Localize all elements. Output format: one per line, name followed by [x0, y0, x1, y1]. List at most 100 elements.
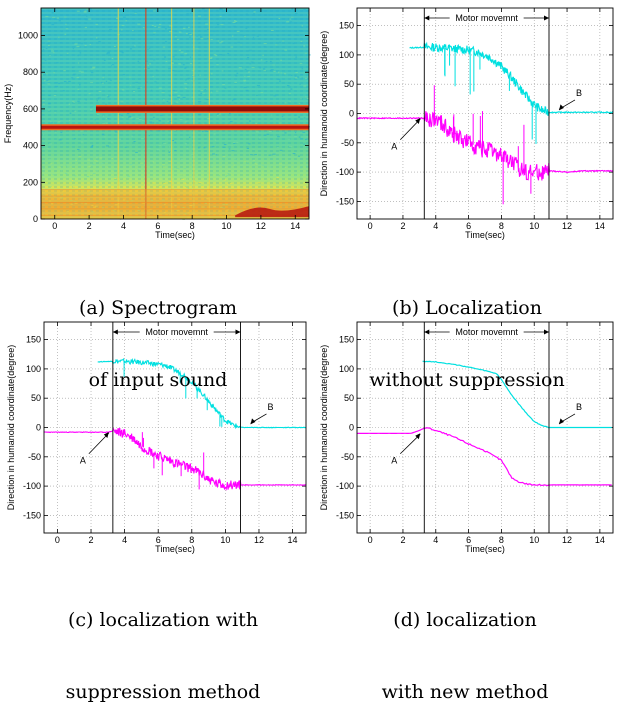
spectrogram-texture [147, 67, 150, 69]
spectrogram-texture [169, 10, 172, 12]
spectrogram-texture [174, 91, 178, 93]
spectrogram-texture [196, 39, 199, 41]
spectrogram-texture [286, 14, 289, 16]
spectrogram-texture [134, 193, 137, 195]
spectrogram-texture [177, 97, 180, 99]
spectrogram-texture [227, 173, 230, 175]
spectrogram-texture [44, 194, 46, 196]
spectrogram-texture [168, 160, 172, 162]
spectrogram-texture [203, 144, 207, 146]
x-tick-label: 0 [55, 535, 60, 545]
spectrogram-texture [91, 144, 94, 146]
spectrogram-texture [161, 190, 163, 192]
spectrogram-texture [126, 183, 129, 185]
spectrogram-texture [176, 209, 178, 211]
spectrogram-texture [96, 113, 100, 115]
spectrogram-texture [244, 76, 246, 78]
spectrogram-texture [187, 77, 191, 79]
spectrogram-texture [294, 114, 297, 116]
spectrogram-texture [60, 170, 63, 172]
spectrogram-texture [268, 166, 272, 168]
spectrogram-texture [162, 99, 165, 101]
spectrogram-texture [205, 130, 209, 132]
spectrogram-texture [210, 38, 213, 40]
spectrogram-texture [211, 166, 214, 168]
spectrogram-texture [72, 48, 75, 50]
spectrogram-texture [89, 43, 91, 45]
spectrogram-texture [163, 192, 166, 194]
spectrogram-texture [218, 114, 221, 116]
y-tick-label: 0 [33, 214, 38, 224]
spectrogram-texture [45, 23, 49, 25]
spectrogram-texture [212, 157, 216, 159]
spectrogram-texture [44, 79, 46, 81]
spectrogram-texture [164, 56, 167, 58]
spectrogram-texture [80, 43, 83, 45]
spectrogram-texture [162, 46, 166, 48]
spectrogram-texture [126, 201, 129, 203]
spectrogram-texture [232, 192, 235, 194]
spectrogram-texture [184, 87, 187, 89]
spectrogram-texture [69, 120, 71, 122]
spectrogram-texture [44, 174, 46, 176]
spectrogram-texture [303, 143, 306, 145]
spectrogram-texture [191, 70, 195, 72]
spectrogram-texture [56, 160, 59, 162]
y-tick-label: -50 [341, 452, 354, 462]
spectrogram-texture [294, 75, 297, 77]
spectrogram-texture [211, 66, 214, 68]
spectrogram-texture [178, 31, 182, 33]
spectrogram-texture [289, 21, 293, 23]
spectrogram-texture [287, 138, 291, 140]
spectrogram-texture [248, 143, 251, 145]
spectrogram-texture [186, 13, 189, 15]
spectrogram-texture [174, 141, 177, 143]
x-tick-label: 8 [189, 535, 194, 545]
spectrogram-texture [217, 24, 219, 26]
spectrogram-texture [59, 42, 63, 44]
spectrogram-texture [231, 150, 235, 152]
spectrogram-texture [165, 61, 168, 63]
spectrogram-texture [82, 190, 85, 192]
label-a-arrowhead [415, 433, 421, 440]
spectrogram-texture [142, 148, 145, 150]
spectrogram-texture [207, 188, 209, 190]
spectrogram-texture [142, 202, 146, 204]
spectrogram-texture [79, 84, 81, 86]
spectrogram-texture [88, 165, 91, 167]
spectrogram-texture [230, 46, 233, 48]
label-b: B [576, 88, 582, 98]
spectrogram-texture [184, 143, 188, 145]
spectrogram-texture [52, 52, 55, 54]
spectrogram-texture [298, 102, 301, 104]
spectrogram-texture [167, 121, 169, 123]
x-tick-label: 8 [499, 535, 504, 545]
spectrogram-texture [124, 14, 126, 16]
spectrogram-texture [184, 53, 188, 55]
spectrogram-texture [124, 146, 127, 148]
spectrogram-texture [79, 198, 82, 200]
spectrogram-texture [41, 74, 44, 76]
spectrogram-texture [162, 166, 166, 168]
spectrogram-texture [259, 137, 261, 139]
spectrogram-texture [47, 183, 50, 185]
spectrogram-texture [77, 100, 80, 102]
spectrogram-texture [147, 48, 149, 50]
spectrogram-texture [90, 174, 93, 176]
spectrogram-texture [272, 202, 275, 204]
spectrogram-texture [83, 11, 87, 13]
spectrogram-texture [189, 116, 192, 118]
motor-label-bg [449, 12, 524, 23]
spectrogram-texture [45, 62, 47, 64]
spectrogram-texture [90, 68, 94, 70]
spectrogram-texture [215, 90, 219, 92]
caption-b: (b) Localization without suppression [322, 248, 612, 416]
spectrogram-texture [60, 132, 63, 134]
spectrogram-texture [90, 146, 93, 148]
spectrogram-texture [171, 94, 176, 96]
spectrogram-texture [61, 197, 64, 199]
spectrogram-texture [60, 54, 63, 56]
spectrogram-texture [161, 92, 165, 94]
spectrogram-texture [93, 173, 96, 175]
spectrogram-texture [51, 50, 55, 52]
